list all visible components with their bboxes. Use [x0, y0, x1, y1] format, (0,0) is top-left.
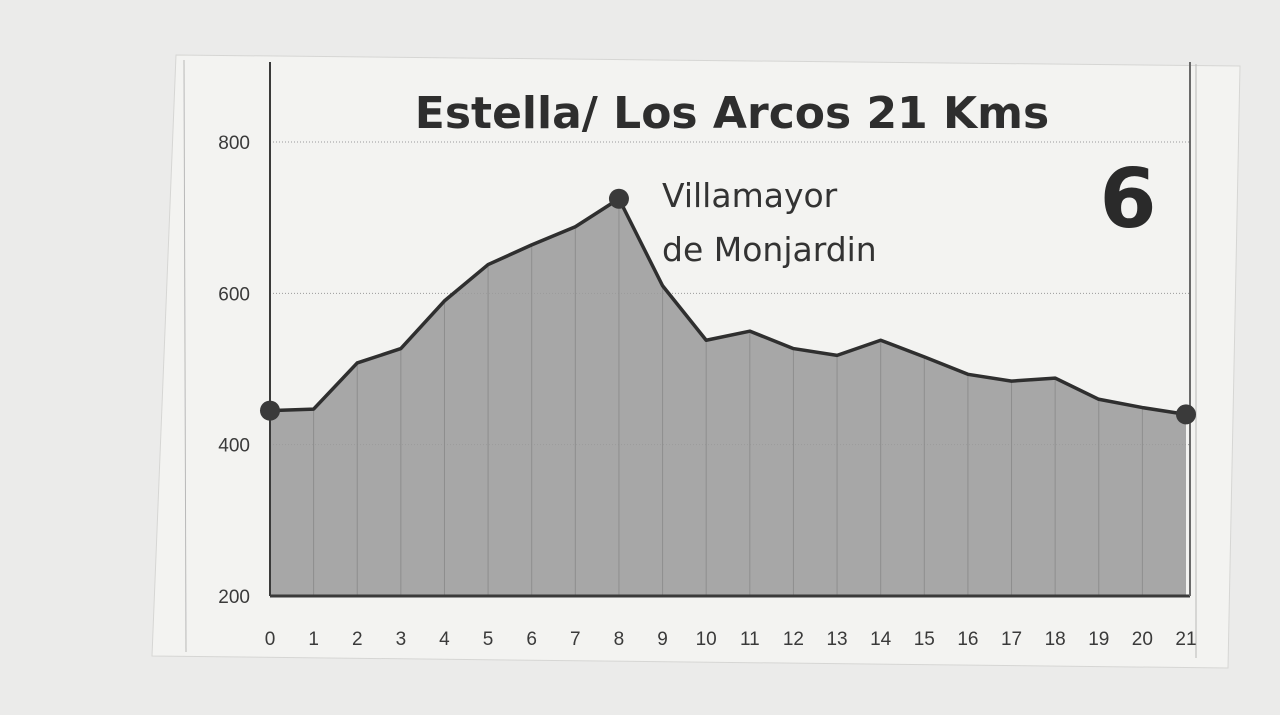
- x-tick-label: 15: [914, 629, 935, 650]
- waypoint-marker: [1176, 404, 1196, 425]
- x-tick-label: 3: [396, 629, 407, 650]
- peak-annotation: de Monjardin: [662, 230, 877, 269]
- waypoint-marker: [608, 188, 629, 209]
- y-tick-label: 200: [218, 587, 250, 608]
- stage-number: 6: [1099, 152, 1156, 247]
- x-tick-label: 4: [439, 629, 450, 650]
- x-tick-label: 7: [570, 629, 581, 650]
- peak-annotation: Villamayor: [662, 176, 838, 215]
- x-tick-label: 19: [1088, 629, 1109, 650]
- x-tick-label: 1: [308, 629, 319, 650]
- x-tick-label: 16: [957, 629, 978, 650]
- elevation-line: [269, 197, 1187, 417]
- x-tick-label: 21: [1175, 629, 1196, 650]
- x-tick-label: 11: [740, 629, 760, 650]
- x-tick-label: 2: [352, 629, 363, 650]
- elevation-area: [270, 198, 1186, 596]
- x-tick-label: 18: [1045, 629, 1066, 650]
- x-tick-label: 12: [783, 629, 804, 650]
- x-tick-label: 9: [657, 629, 668, 650]
- waypoint-marker: [260, 400, 280, 421]
- x-tick-label: 14: [870, 629, 892, 650]
- x-tick-label: 13: [826, 629, 847, 650]
- y-tick-label: 600: [218, 284, 250, 305]
- chart-title: Estella/ Los Arcos 21 Kms: [415, 88, 1049, 139]
- x-tick-label: 6: [526, 629, 537, 650]
- x-tick-label: 0: [265, 629, 276, 650]
- card-margin-line: [183, 59, 187, 653]
- x-tick-label: 10: [696, 629, 717, 650]
- y-tick-label: 400: [218, 436, 250, 457]
- x-tick-label: 17: [1001, 629, 1022, 650]
- x-tick-label: 5: [483, 629, 494, 650]
- x-tick-label: 20: [1132, 629, 1153, 650]
- x-tick-label: 8: [614, 629, 625, 650]
- y-tick-label: 800: [218, 133, 250, 154]
